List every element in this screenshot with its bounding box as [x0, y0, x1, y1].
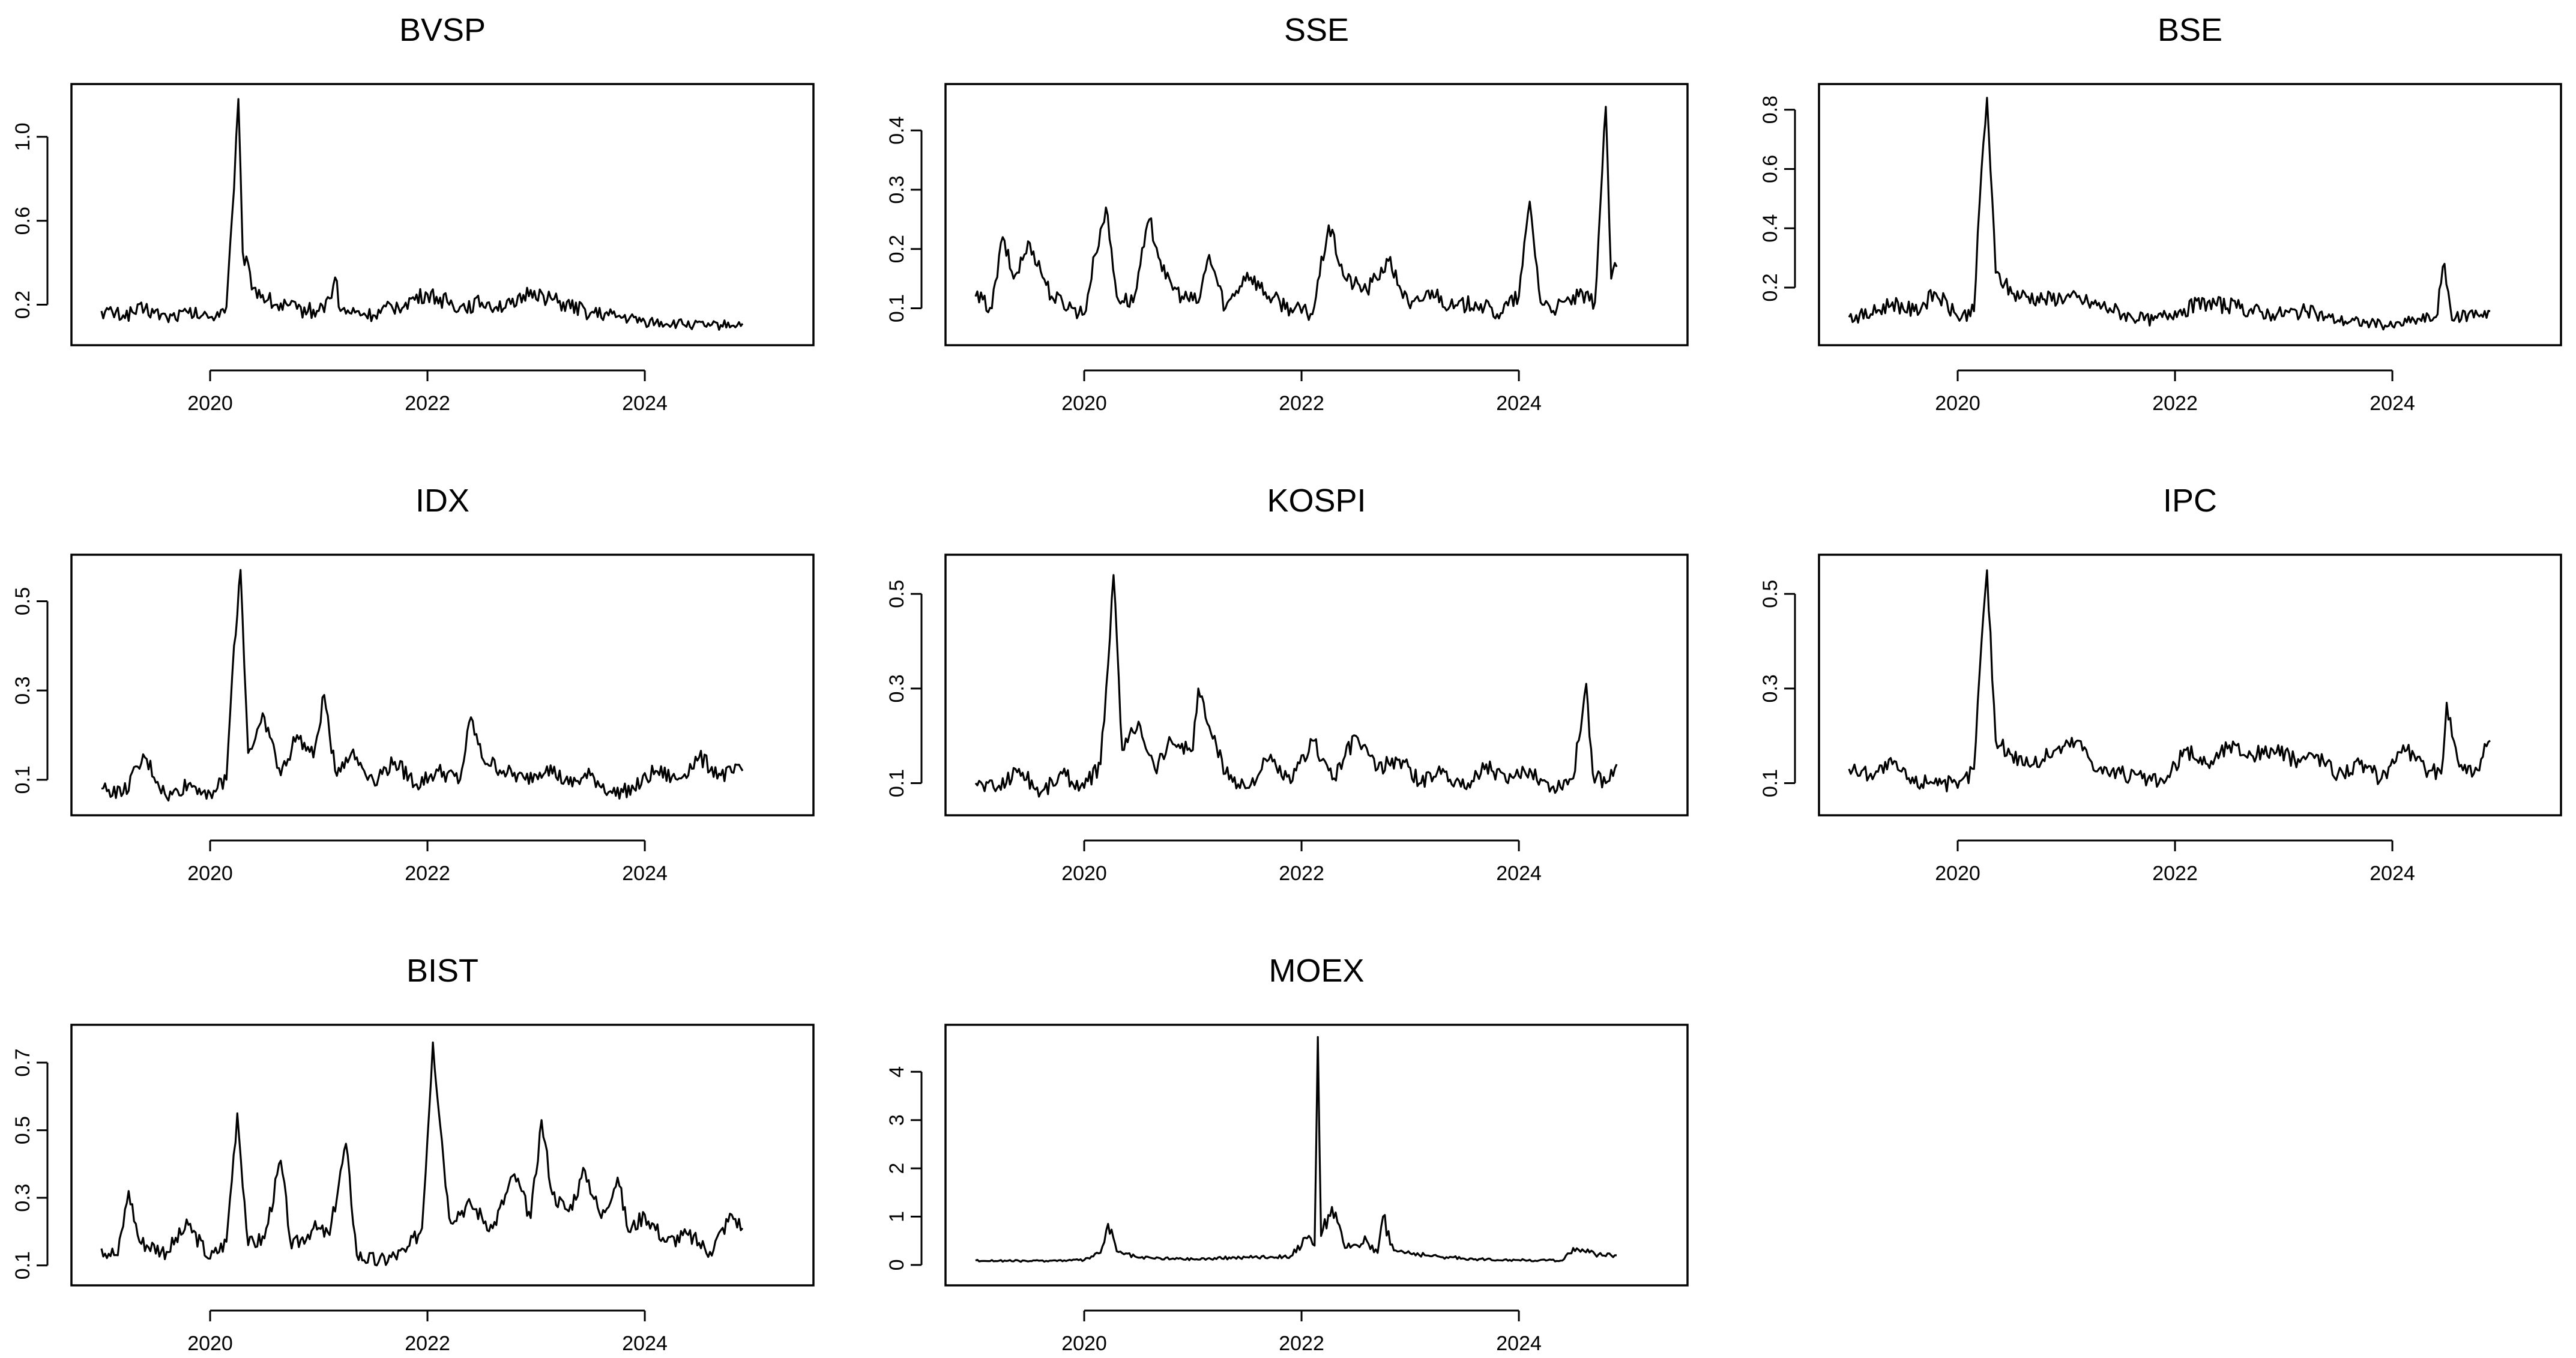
panel-moex: MOEX 2020 2022 2024 0 1 2 3 4 [885, 953, 1689, 1355]
x-tick-label-moex-2024: 2024 [1496, 1332, 1542, 1355]
panel-bse: BSE 2020 2022 2024 0.2 0.4 0.6 0.8 [1759, 12, 2562, 415]
panel-title-kospi: KOSPI [1267, 483, 1366, 519]
x-tick-label-ipc-2020: 2020 [1935, 862, 1980, 885]
x-tick-label-bse-2020: 2020 [1935, 392, 1980, 415]
x-tick-label-bist-2022: 2022 [405, 1332, 450, 1355]
x-tick-label-ipc-2022: 2022 [2152, 862, 2198, 885]
panel-idx: IDX 2020 2022 2024 0.1 0.3 0.5 [11, 483, 815, 885]
x-tick-label-bvsp-2024: 2024 [622, 392, 668, 415]
y-tick-label-moex-4: 4 [885, 1066, 908, 1078]
y-tick-label-bse-0.4: 0.4 [1759, 214, 1782, 243]
panel-title-bse: BSE [2158, 12, 2222, 48]
x-tick-label-kospi-2022: 2022 [1279, 862, 1324, 885]
series-line-bse [1848, 97, 2491, 331]
x-tick-label-bvsp-2022: 2022 [405, 392, 450, 415]
x-tick-label-kospi-2020: 2020 [1061, 862, 1107, 885]
x-tick-label-sse-2020: 2020 [1061, 392, 1107, 415]
y-tick-label-ipc-0.5: 0.5 [1759, 580, 1782, 608]
x-tick-label-bse-2024: 2024 [2369, 392, 2415, 415]
plot-frame-bist [70, 1024, 815, 1287]
y-tick-label-bist-0.7: 0.7 [11, 1048, 34, 1076]
y-tick-label-bse-0.2: 0.2 [1759, 273, 1782, 301]
y-tick-label-moex-2: 2 [885, 1163, 908, 1174]
series-line-bvsp [100, 98, 744, 331]
y-tick-label-moex-1: 1 [885, 1211, 908, 1222]
panel-sse: SSE 2020 2022 2024 0.1 0.2 0.3 0.4 [885, 12, 1689, 415]
x-tick-label-bvsp-2020: 2020 [187, 392, 233, 415]
plot-frame-idx [70, 554, 815, 816]
panel-title-idx: IDX [415, 483, 469, 519]
y-tick-label-bist-0.3: 0.3 [11, 1184, 34, 1212]
panel-title-sse: SSE [1284, 12, 1349, 48]
plot-frame-bse [1818, 83, 2562, 346]
panel-title-bist: BIST [406, 953, 478, 989]
y-tick-label-idx-0.3: 0.3 [11, 677, 34, 705]
y-tick-label-bvsp-1.0: 1.0 [11, 122, 34, 151]
y-tick-label-kospi-0.3: 0.3 [885, 674, 908, 702]
series-line-sse [974, 106, 1618, 321]
series-line-bist [100, 1041, 744, 1267]
y-tick-label-idx-0.1: 0.1 [11, 765, 34, 794]
x-tick-label-idx-2022: 2022 [405, 862, 450, 885]
y-tick-label-sse-0.4: 0.4 [885, 116, 908, 145]
y-tick-label-moex-3: 3 [885, 1114, 908, 1126]
series-line-kospi [974, 574, 1618, 798]
panel-title-moex: MOEX [1268, 953, 1364, 989]
x-tick-label-moex-2020: 2020 [1061, 1332, 1107, 1355]
y-tick-label-bse-0.6: 0.6 [1759, 155, 1782, 183]
x-tick-label-kospi-2024: 2024 [1496, 862, 1542, 885]
series-line-moex [975, 1036, 1617, 1263]
panel-bist: BIST 2020 2022 2024 0.1 0.3 0.5 0.7 [11, 953, 815, 1355]
x-tick-label-sse-2024: 2024 [1496, 392, 1542, 415]
panel-ipc: IPC 2020 2022 2024 0.1 0.3 0.5 [1759, 483, 2562, 885]
plot-frame-ipc [1818, 554, 2562, 816]
x-tick-label-bse-2022: 2022 [2152, 392, 2198, 415]
y-tick-label-kospi-0.5: 0.5 [885, 580, 908, 608]
y-tick-label-bvsp-0.2: 0.2 [11, 291, 34, 319]
plot-frame-moex [944, 1024, 1689, 1287]
y-tick-label-bvsp-0.6: 0.6 [11, 207, 34, 235]
x-tick-label-bist-2020: 2020 [187, 1332, 233, 1355]
plot-frame-kospi [944, 554, 1689, 816]
series-line-ipc [1848, 569, 2491, 792]
y-tick-label-sse-0.1: 0.1 [885, 294, 908, 322]
series-line-idx [101, 569, 744, 802]
y-tick-label-bist-0.1: 0.1 [11, 1251, 34, 1279]
y-tick-label-bse-0.8: 0.8 [1759, 95, 1782, 124]
y-tick-label-bist-0.5: 0.5 [11, 1116, 34, 1144]
panel-kospi: KOSPI 2020 2022 2024 0.1 0.3 0.5 [885, 483, 1689, 885]
panel-title-bvsp: BVSP [399, 12, 486, 48]
x-tick-label-idx-2024: 2024 [622, 862, 668, 885]
panel-bvsp: BVSP 2020 2022 2024 0.2 0.6 1.0 [11, 12, 815, 415]
y-tick-label-moex-0: 0 [885, 1259, 908, 1270]
x-tick-label-sse-2022: 2022 [1279, 392, 1324, 415]
x-tick-label-moex-2022: 2022 [1279, 1332, 1324, 1355]
plot-frame-bvsp [70, 83, 815, 346]
y-tick-label-ipc-0.1: 0.1 [1759, 769, 1782, 797]
y-tick-label-kospi-0.1: 0.1 [885, 769, 908, 797]
y-tick-label-sse-0.3: 0.3 [885, 175, 908, 204]
y-tick-label-ipc-0.3: 0.3 [1759, 674, 1782, 702]
x-tick-label-idx-2020: 2020 [187, 862, 233, 885]
plot-frame-sse [944, 83, 1689, 346]
x-tick-label-bist-2024: 2024 [622, 1332, 668, 1355]
panel-title-ipc: IPC [2163, 483, 2217, 519]
x-tick-label-ipc-2024: 2024 [2369, 862, 2415, 885]
y-tick-label-sse-0.2: 0.2 [885, 235, 908, 263]
y-tick-label-idx-0.5: 0.5 [11, 587, 34, 615]
